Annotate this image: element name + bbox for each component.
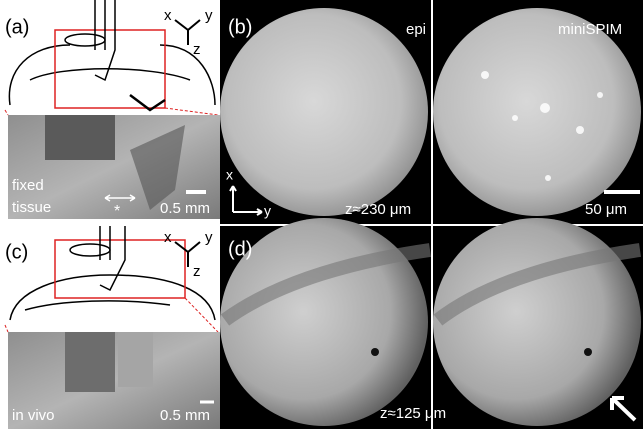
zoom-line (5, 110, 8, 115)
scale-label: 0.5 mm (160, 200, 210, 217)
panel-label: (a) (5, 16, 29, 38)
axis-label: y (264, 203, 271, 219)
image-title: miniSPIM (558, 21, 622, 38)
photo-text: fixed (12, 177, 44, 194)
spot (371, 348, 379, 356)
scale-label: 0.5 mm (160, 407, 210, 424)
zoom-line (5, 325, 8, 332)
photo-text: in vivo (12, 407, 55, 424)
zoom-line (165, 108, 218, 115)
axis-label: x (226, 167, 233, 183)
objective (65, 332, 115, 392)
panel-c-diagram (10, 226, 215, 320)
depth-label: z≈125 μm (380, 405, 446, 422)
probe (118, 332, 153, 387)
depth-label: z≈230 μm (345, 201, 411, 218)
image-disc (220, 8, 428, 216)
objective (45, 115, 115, 160)
axis-label: x (164, 229, 172, 246)
panel-a-diagram (9, 0, 215, 110)
axis-label: z (193, 263, 201, 280)
axis-label: z (193, 41, 201, 58)
photo-text: tissue (12, 199, 51, 216)
image-disc (433, 8, 641, 216)
figure: (a) x y z fixed tissue * 0.5 mm (b) epi … (0, 0, 643, 429)
scale-label: 50 μm (585, 201, 627, 218)
axis-label: y (205, 229, 213, 246)
spot (584, 348, 592, 356)
axis-label: y (205, 7, 213, 24)
panel-label: (d) (228, 238, 252, 260)
panel-label: (c) (5, 241, 28, 263)
marker: * (114, 203, 120, 220)
panel-label: (b) (228, 16, 252, 38)
image-title: epi (406, 21, 426, 38)
axis-label: x (164, 7, 172, 24)
